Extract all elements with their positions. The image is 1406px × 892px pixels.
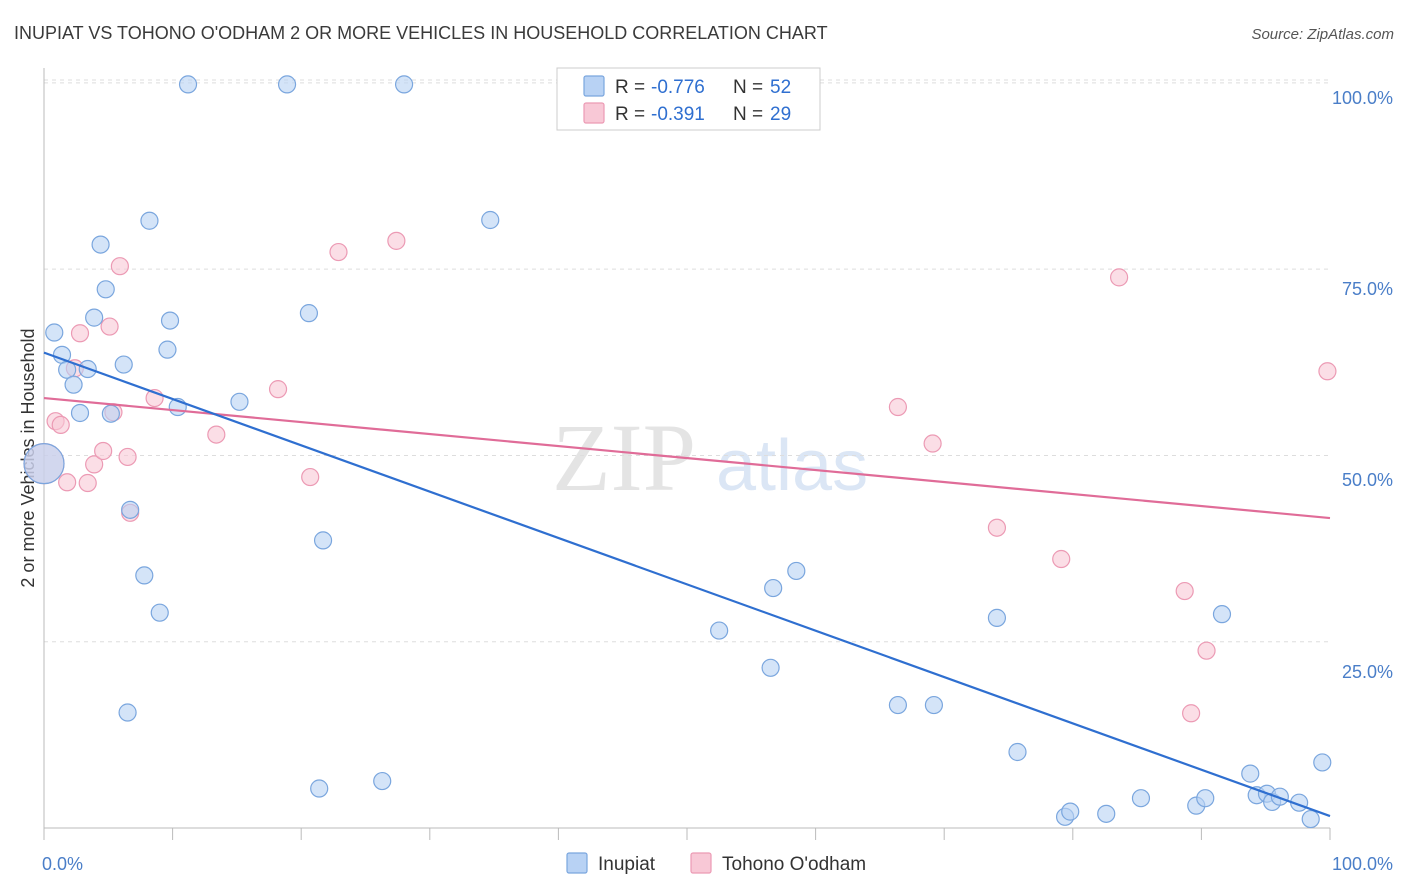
tohono-point bbox=[100, 317, 119, 336]
inupiat-point bbox=[230, 392, 249, 411]
tohono-point bbox=[85, 455, 104, 474]
inupiat-point bbox=[1212, 605, 1232, 624]
y-tick-label-75: 75.0% bbox=[1342, 279, 1393, 299]
chart-title: INUPIAT VS TOHONO O'ODHAM 2 OR MORE VEHI… bbox=[14, 23, 828, 43]
tohono-point bbox=[1052, 549, 1071, 569]
legend-r-value-inupiat: -0.776 bbox=[651, 77, 705, 98]
bottom-legend-label-inupiat: Inupiat bbox=[598, 854, 656, 875]
y-tick-label-50: 50.0% bbox=[1342, 470, 1393, 490]
bottom-legend-swatch-inupiat bbox=[566, 852, 588, 874]
inupiat-point bbox=[91, 235, 110, 254]
inupiat-point bbox=[135, 566, 154, 585]
tohono-point bbox=[118, 447, 137, 467]
tohono-point bbox=[110, 257, 129, 276]
inupiat-point bbox=[150, 603, 169, 622]
legend-r-value-tohono: -0.391 bbox=[651, 104, 705, 125]
inupiat-point bbox=[118, 703, 137, 722]
tohono-point bbox=[51, 415, 70, 435]
inupiat-point bbox=[96, 280, 115, 299]
inupiat-point bbox=[160, 311, 180, 330]
inupiat-point bbox=[1131, 789, 1151, 808]
tohono-point bbox=[301, 467, 320, 487]
tohono-point bbox=[1197, 641, 1216, 660]
tohono-point bbox=[923, 434, 942, 453]
tohono-point bbox=[329, 242, 348, 262]
tohono-point bbox=[70, 324, 90, 343]
inupiat-point bbox=[987, 608, 1007, 627]
chart-source: Source: ZipAtlas.com bbox=[1251, 26, 1394, 43]
x-tick-label-100: 100.0% bbox=[1332, 854, 1393, 874]
inupiat-point bbox=[140, 211, 159, 230]
inupiat-point bbox=[70, 403, 90, 423]
tohono-point bbox=[207, 425, 226, 444]
inupiat-point bbox=[85, 308, 104, 327]
inupiat-point bbox=[1196, 789, 1215, 808]
inupiat-point bbox=[924, 695, 944, 715]
inupiat-point bbox=[888, 695, 908, 715]
correlation-legend: R = -0.776 N = 52 R = -0.391 N = 29 bbox=[556, 67, 821, 131]
legend-swatch-tohono bbox=[583, 102, 605, 124]
x-tick-marks bbox=[43, 828, 1331, 840]
tohono-point bbox=[1182, 704, 1201, 723]
inupiat-point bbox=[761, 658, 780, 677]
inupiat-point bbox=[64, 375, 83, 394]
tohono-point bbox=[58, 473, 77, 492]
watermark-atlas: atlas bbox=[716, 426, 868, 506]
y-tick-label-25: 25.0% bbox=[1342, 662, 1393, 682]
watermark: ZIP atlas bbox=[552, 404, 868, 511]
inupiat-point bbox=[787, 561, 806, 581]
legend-n-value-tohono: 29 bbox=[770, 104, 791, 125]
bottom-legend-label-tohono: Tohono O'odham bbox=[722, 854, 866, 875]
inupiat-point bbox=[121, 500, 140, 519]
inupiat-point bbox=[1301, 809, 1320, 829]
inupiat-point bbox=[299, 304, 319, 323]
inupiat-point bbox=[1270, 787, 1289, 806]
trend-line-tohono bbox=[43, 396, 1331, 520]
inupiat-point bbox=[1097, 804, 1116, 823]
inupiat-point bbox=[277, 75, 297, 94]
tohono-point bbox=[888, 397, 908, 417]
inupiat-point bbox=[764, 578, 783, 598]
tohono-point bbox=[78, 473, 97, 493]
series-inupiat-points bbox=[23, 75, 1332, 829]
legend-n-label-tohono: N = bbox=[733, 104, 763, 125]
legend-n-value-inupiat: 52 bbox=[770, 77, 791, 98]
legend-swatch-inupiat bbox=[583, 75, 605, 97]
inupiat-point bbox=[23, 443, 65, 485]
legend-r-label-inupiat: R = bbox=[615, 77, 645, 98]
trend-line-inupiat bbox=[43, 351, 1331, 818]
inupiat-point bbox=[114, 355, 133, 374]
inupiat-point bbox=[101, 404, 120, 423]
tohono-point bbox=[1175, 581, 1194, 601]
inupiat-point bbox=[313, 531, 333, 550]
inupiat-point bbox=[373, 771, 392, 791]
inupiat-point bbox=[1061, 802, 1080, 821]
x-tick-label-0: 0.0% bbox=[42, 854, 83, 874]
inupiat-point bbox=[1008, 742, 1027, 762]
legend-r-label-tohono: R = bbox=[615, 104, 645, 125]
inupiat-point bbox=[178, 75, 198, 94]
bottom-legend-swatch-tohono bbox=[690, 852, 712, 874]
inupiat-point bbox=[1241, 764, 1260, 783]
inupiat-point bbox=[710, 621, 729, 640]
tohono-point bbox=[1318, 362, 1337, 381]
trend-lines bbox=[43, 351, 1331, 818]
inupiat-point bbox=[45, 323, 64, 342]
legend-n-label-inupiat: N = bbox=[733, 77, 763, 98]
tohono-point bbox=[387, 231, 406, 250]
tohono-point bbox=[987, 518, 1007, 537]
y-tick-label-100: 100.0% bbox=[1332, 88, 1393, 108]
inupiat-point bbox=[158, 340, 177, 359]
inupiat-point bbox=[1313, 753, 1332, 772]
tohono-point bbox=[94, 441, 113, 461]
inupiat-point bbox=[394, 75, 414, 94]
grid-lines bbox=[44, 79, 1330, 643]
inupiat-point bbox=[310, 779, 329, 798]
tohono-point bbox=[1109, 268, 1129, 287]
tohono-point bbox=[268, 380, 288, 399]
inupiat-point bbox=[481, 210, 500, 230]
series-legend: Inupiat Tohono O'odham bbox=[566, 852, 866, 875]
